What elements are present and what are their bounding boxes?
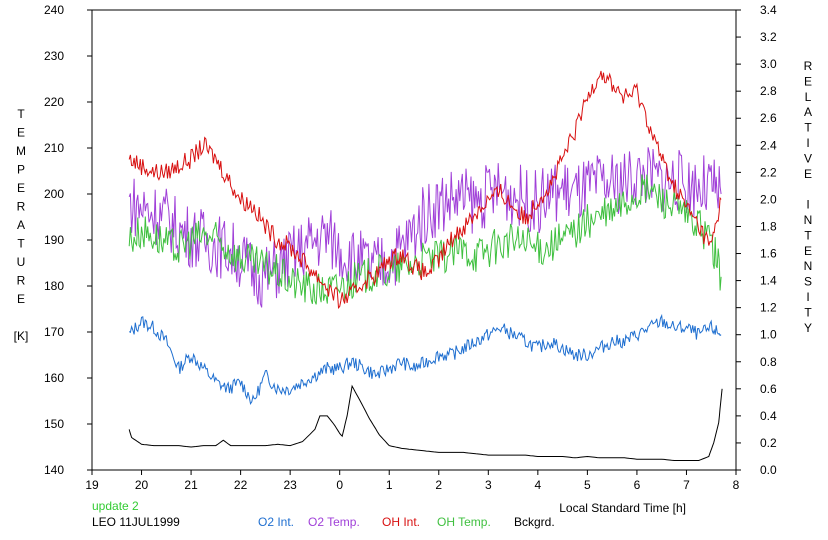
y-right-label-char: V	[804, 151, 812, 165]
y-right-label-char: L	[805, 90, 812, 104]
y-left-tick-label: 150	[44, 417, 64, 431]
y-right-label-char: S	[804, 275, 812, 289]
x-tick-label: 2	[435, 478, 442, 492]
y-right-tick-label: 1.6	[760, 247, 777, 261]
series-line	[128, 70, 722, 309]
y-right-tick-label: 2.2	[760, 165, 777, 179]
y-right-label-char: R	[804, 59, 813, 73]
y-right-label-char: E	[804, 244, 812, 258]
update-annotation: update 2	[92, 499, 139, 513]
y-right-tick-label: 2.6	[760, 111, 777, 125]
x-tick-label: 23	[283, 478, 297, 492]
y-left-tick-label: 210	[44, 141, 64, 155]
x-tick-label: 1	[386, 478, 393, 492]
x-tick-label: 19	[85, 478, 99, 492]
series-line	[128, 313, 722, 405]
x-tick-label: 8	[733, 478, 740, 492]
y-right-label-char: T	[804, 121, 812, 135]
y-left-label-char: E	[17, 126, 25, 140]
y-right-label-char: T	[804, 305, 812, 319]
y-right-label-char: E	[804, 74, 812, 88]
y-left-tick-label: 230	[44, 49, 64, 63]
y-axis-right: 0.0 0.2 0.4 0.6 0.8 1.0 1.2 1.4 1.6 1.8 2.0 2.2 2.4 2…	[736, 3, 777, 477]
y-left-tick-label: 220	[44, 95, 64, 109]
legend-o2-int: O2 Int.	[258, 515, 294, 529]
y-left-label-char: R	[17, 274, 26, 288]
y-right-tick-label: 1.8	[760, 219, 777, 233]
y-left-tick-label: 170	[44, 325, 64, 339]
y-right-label-char: E	[804, 167, 812, 181]
y-right-tick-label: 3.4	[760, 3, 777, 17]
y-right-tick-label: 2.0	[760, 192, 777, 206]
x-axis: 19 20 21 22 23 0 1 2 3 4 5 6 7 8	[85, 470, 740, 492]
y-right-tick-label: 0.6	[760, 382, 777, 396]
y-right-label-char: I	[806, 290, 809, 304]
x-tick-label: 0	[336, 478, 343, 492]
y-left-label-char: U	[17, 255, 26, 269]
y-left-tick-label: 190	[44, 233, 64, 247]
x-tick-label: 4	[535, 478, 542, 492]
y-right-label-char: T	[804, 228, 812, 242]
y-right-tick-label: 0.2	[760, 436, 777, 450]
y-right-tick-label: 3.2	[760, 30, 777, 44]
legend-bckgrd: Bckgrd.	[514, 515, 555, 529]
y-right-label-char: N	[804, 259, 813, 273]
y-right-label-char: Y	[804, 321, 812, 335]
x-tick-label: 22	[234, 478, 248, 492]
legend-oh-temp: OH Temp.	[437, 515, 491, 529]
y-right-label-char: I	[806, 198, 809, 212]
x-tick-label: 20	[135, 478, 149, 492]
x-tick-label: 21	[184, 478, 198, 492]
legend-oh-int: OH Int.	[382, 515, 420, 529]
y-right-label-char: I	[806, 136, 809, 150]
y-left-label-char: E	[17, 292, 25, 306]
y-axis-left: 140 150 160 170 180 190 200 210 220 230 240	[44, 3, 92, 477]
legend-o2-temp: O2 Temp.	[308, 515, 360, 529]
series-layer	[128, 70, 723, 461]
y-left-label-char: R	[17, 200, 26, 214]
y-right-label-char: N	[804, 213, 813, 227]
y-left-label-char: T	[17, 237, 25, 251]
y-left-tick-label: 180	[44, 279, 64, 293]
x-tick-label: 6	[634, 478, 641, 492]
y-right-tick-label: 1.4	[760, 274, 777, 288]
series-line	[128, 384, 723, 461]
y-left-label-char: M	[16, 144, 26, 158]
y-right-tick-label: 0.4	[760, 409, 777, 423]
y-left-tick-label: 140	[44, 463, 64, 477]
x-tick-label: 5	[584, 478, 591, 492]
series-line	[128, 147, 722, 308]
y-right-tick-label: 2.8	[760, 84, 777, 98]
y-right-tick-label: 0.8	[760, 355, 777, 369]
y-right-tick-label: 0.0	[760, 463, 777, 477]
y-left-label-char: P	[17, 163, 25, 177]
y-right-tick-label: 1.0	[760, 328, 777, 342]
legend: O2 Int. O2 Temp. OH Int. OH Temp. Bckgrd…	[258, 515, 555, 529]
x-axis-label: Local Standard Time [h]	[559, 501, 686, 515]
y-right-tick-label: 1.2	[760, 301, 777, 315]
series-line	[128, 174, 722, 305]
y-right-tick-label: 3.0	[760, 57, 777, 71]
y-right-label-char: A	[804, 105, 812, 119]
x-tick-label: 7	[683, 478, 690, 492]
y-left-label-char: T	[17, 107, 25, 121]
y-left-label-char: E	[17, 181, 25, 195]
y-left-tick-label: 200	[44, 187, 64, 201]
y-left-label-char: A	[17, 218, 25, 232]
y-right-tick-label: 2.4	[760, 138, 777, 152]
y-left-tick-label: 240	[44, 3, 64, 17]
y-left-label-char: [K]	[14, 329, 29, 343]
x-tick-label: 3	[485, 478, 492, 492]
site-date-annotation: LEO 11JUL1999	[92, 515, 180, 529]
y-left-tick-label: 160	[44, 371, 64, 385]
